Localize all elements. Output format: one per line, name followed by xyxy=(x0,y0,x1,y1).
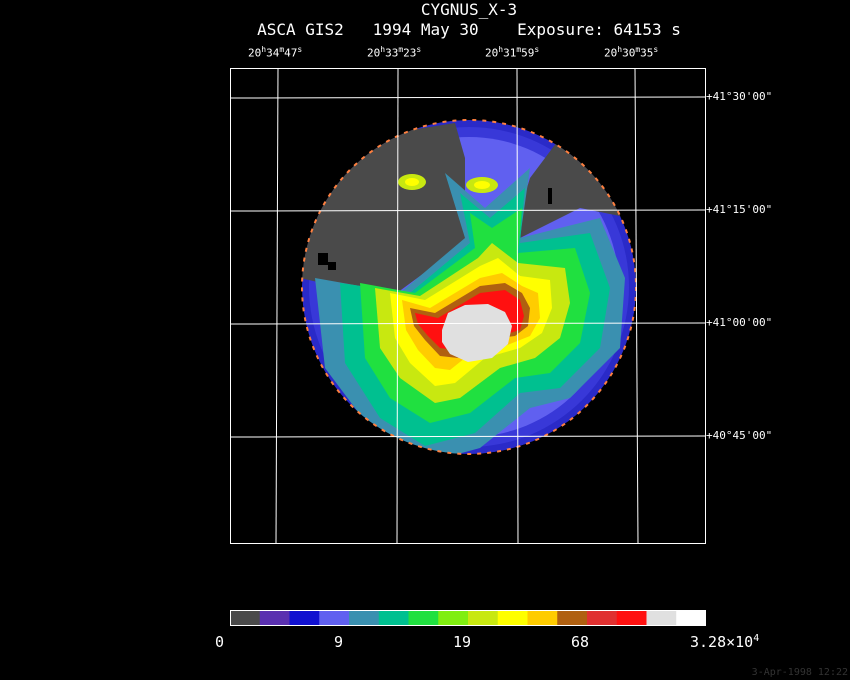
ra-gridline xyxy=(516,68,519,544)
colorbar-swatch xyxy=(587,610,618,626)
ra-gridline xyxy=(396,68,399,544)
colorbar-tick: 68 xyxy=(571,633,590,651)
observation-info: ASCA GIS2 1994 May 30 Exposure: 64153 s xyxy=(257,20,681,39)
dec-gridline xyxy=(230,435,706,438)
xray-image xyxy=(230,68,706,544)
colorbar-swatch xyxy=(646,610,677,626)
coordinate-grid xyxy=(230,68,706,544)
ra-gridline xyxy=(275,68,279,544)
colorbar-tick: 0 xyxy=(215,633,225,651)
colorbar-swatch xyxy=(676,610,706,626)
dec-label: +41°00'00" xyxy=(706,316,773,329)
ra-label: 20h31m59s xyxy=(485,45,540,60)
colorbar-tick: 9 xyxy=(334,633,344,651)
colorbar-swatch xyxy=(319,610,350,626)
object-title: CYGNUS_X-3 xyxy=(420,0,518,19)
colorbar-border xyxy=(230,610,706,626)
bright-blob-left-core xyxy=(405,178,419,186)
colorbar-swatch xyxy=(438,610,469,626)
detector-field xyxy=(302,120,636,454)
dec-gridline xyxy=(230,209,706,212)
colorbar-tick: 19 xyxy=(453,633,472,651)
dec-gridline xyxy=(230,96,706,99)
ra-label: 20h33m23s xyxy=(367,45,422,60)
dark-speck xyxy=(328,262,336,270)
colorbar-max-label: 3.28×104 xyxy=(690,633,760,651)
colorbar-swatch xyxy=(527,610,558,626)
colorbar xyxy=(230,610,706,626)
timestamp: 3-Apr-1998 12:22 xyxy=(751,667,848,678)
colorbar-swatch xyxy=(378,610,409,626)
image-border xyxy=(230,68,706,544)
colorbar-swatch xyxy=(497,610,528,626)
bright-blob-right-core xyxy=(474,181,490,189)
source-core xyxy=(442,304,512,362)
colorbar-swatch xyxy=(616,610,647,626)
ra-gridline xyxy=(634,68,639,544)
ra-label: 20h34m47s xyxy=(248,45,303,60)
dec-label: +41°15'00" xyxy=(706,203,773,216)
ra-label: 20h30m35s xyxy=(604,45,659,60)
colorbar-swatch xyxy=(349,610,380,626)
dec-label: +40°45'00" xyxy=(706,429,773,442)
dec-gridline xyxy=(230,322,706,325)
colorbar-swatch xyxy=(557,610,588,626)
colorbar-swatch xyxy=(289,610,320,626)
dec-label: +41°30'00" xyxy=(706,90,773,103)
dark-speck xyxy=(548,188,552,204)
dark-speck xyxy=(318,253,328,265)
colorbar-swatch xyxy=(408,610,439,626)
colorbar-swatch xyxy=(259,610,290,626)
colorbar-swatch xyxy=(230,610,261,626)
colorbar-swatch xyxy=(468,610,499,626)
